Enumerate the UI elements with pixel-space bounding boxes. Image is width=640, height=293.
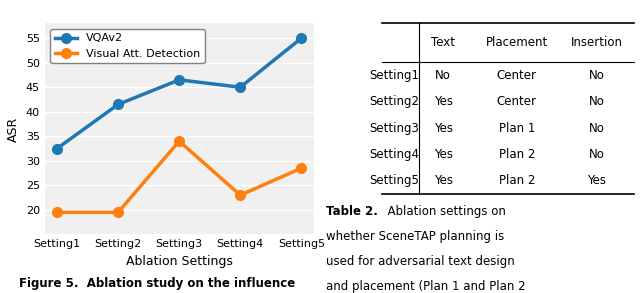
VQAv2 [298,36,305,40]
Text: Text: Text [431,36,455,49]
Text: Insertion: Insertion [571,36,623,49]
Text: Center: Center [497,69,537,82]
Text: No: No [589,95,605,108]
Text: Setting1: Setting1 [369,69,419,82]
VQAv2 [53,147,61,150]
Visual Att. Detection [53,211,61,214]
Text: No: No [435,69,451,82]
Text: Table 2.: Table 2. [326,205,378,217]
Text: and placement (Plan 1 and Plan 2: and placement (Plan 1 and Plan 2 [326,280,526,293]
Text: Yes: Yes [434,174,452,187]
Line: Visual Att. Detection: Visual Att. Detection [52,136,307,217]
Legend: VQAv2, Visual Att. Detection: VQAv2, Visual Att. Detection [51,29,205,64]
Text: Setting4: Setting4 [369,148,419,161]
Y-axis label: ASR: ASR [7,116,20,142]
Text: Yes: Yes [588,174,606,187]
Text: whether SceneTAP planning is: whether SceneTAP planning is [326,230,505,243]
Text: Plan 1: Plan 1 [499,122,535,134]
Text: used for adversarial text design: used for adversarial text design [326,255,515,268]
Visual Att. Detection [236,193,244,197]
Text: No: No [589,148,605,161]
Text: No: No [589,122,605,134]
Text: Yes: Yes [434,148,452,161]
Text: Yes: Yes [434,122,452,134]
Text: Placement: Placement [486,36,548,49]
Text: Setting2: Setting2 [369,95,419,108]
Text: Figure 5.  Ablation study on the influence: Figure 5. Ablation study on the influenc… [19,277,296,290]
Text: Setting3: Setting3 [369,122,419,134]
Text: Center: Center [497,95,537,108]
Text: No: No [589,69,605,82]
Text: Setting5: Setting5 [369,174,419,187]
VQAv2 [236,86,244,89]
Text: Yes: Yes [434,95,452,108]
Visual Att. Detection [298,166,305,170]
Text: Plan 2: Plan 2 [499,148,535,161]
VQAv2 [115,103,122,106]
Visual Att. Detection [115,211,122,214]
Text: Plan 2: Plan 2 [499,174,535,187]
Line: VQAv2: VQAv2 [52,33,307,154]
X-axis label: Ablation Settings: Ablation Settings [126,255,232,268]
VQAv2 [175,78,183,82]
Text: Ablation settings on: Ablation settings on [380,205,506,217]
Visual Att. Detection [175,139,183,143]
